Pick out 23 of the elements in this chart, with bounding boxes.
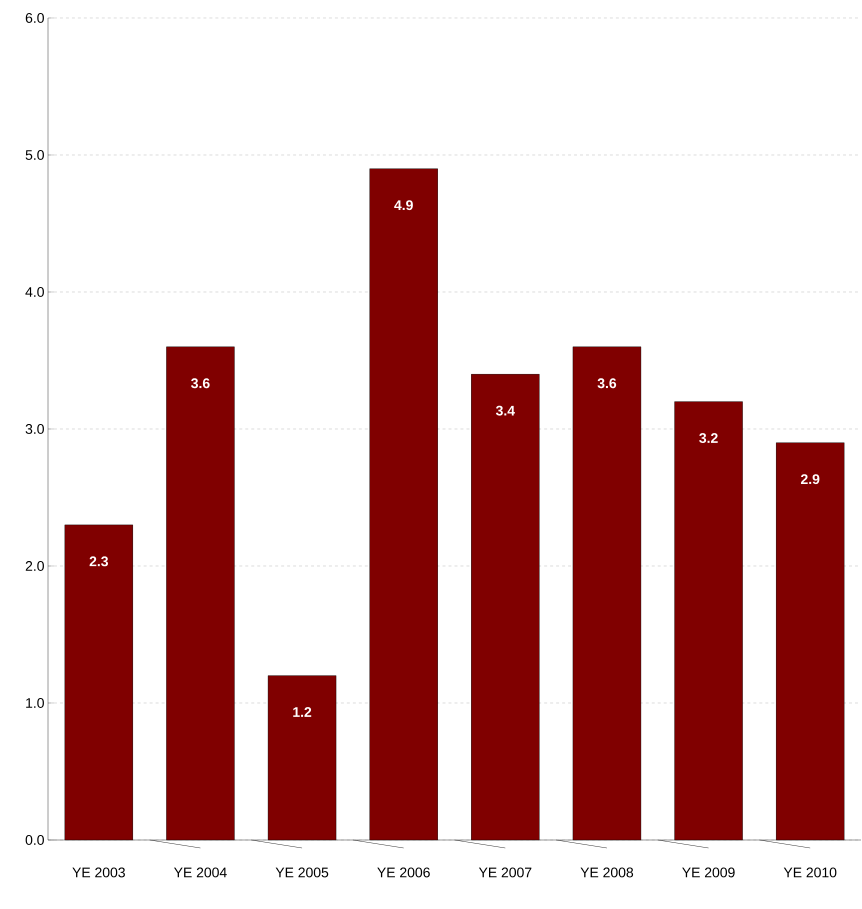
x-tick-label: YE 2008	[580, 868, 634, 878]
data-label: 3.6	[598, 378, 616, 388]
data-label: 3.4	[496, 406, 515, 416]
y-tick-label: 2.0	[26, 561, 44, 571]
x-tick-label: YE 2009	[682, 868, 735, 878]
data-label: 3.6	[191, 378, 210, 388]
x-tick-label: YE 2007	[478, 868, 532, 878]
x-tick-label: YE 2003	[72, 868, 125, 878]
x-tick-label: YE 2010	[784, 868, 836, 878]
y-tick-label: 1.0	[26, 698, 44, 708]
x-tick-label: YE 2006	[377, 868, 430, 878]
data-label: 4.9	[394, 200, 413, 210]
y-tick-label: 3.0	[26, 424, 44, 434]
data-label: 2.3	[90, 556, 108, 566]
data-label: 2.9	[800, 474, 820, 484]
data-label: 1.2	[293, 707, 312, 717]
data-label: 3.2	[699, 433, 718, 444]
y-tick-label: 6.0	[26, 13, 44, 23]
y-tick-label: 5.0	[26, 150, 44, 160]
y-tick-label: 0.0	[26, 835, 44, 845]
x-tick-label: YE 2004	[174, 868, 227, 878]
y-tick-label: 4.0	[25, 287, 44, 297]
x-tick-label: YE 2005	[276, 868, 328, 878]
